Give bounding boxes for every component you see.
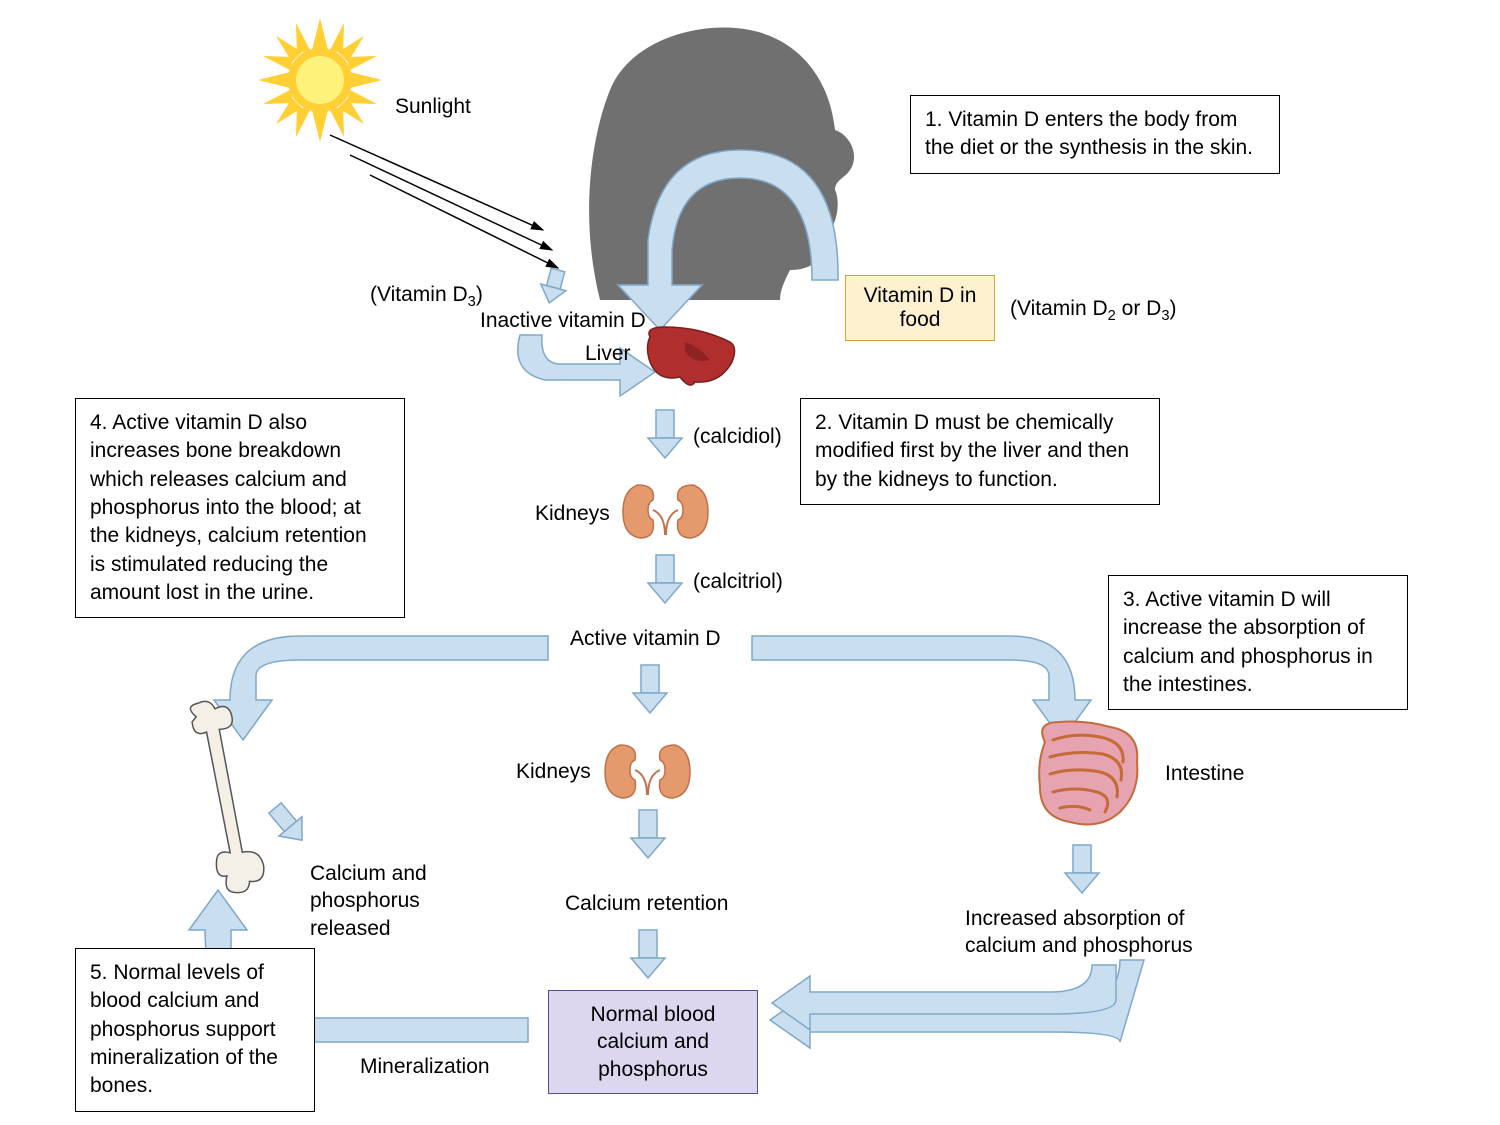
label-intestine: Intestine [1165, 760, 1244, 787]
step-3-text: 3. Active vitamin D willincrease the abs… [1123, 588, 1373, 696]
label-increased-absorption: Increased absorption ofcalcium and phosp… [965, 905, 1193, 960]
liver-icon [640, 322, 740, 392]
label-active: Active vitamin D [570, 625, 721, 652]
label-calcium-retention: Calcium retention [565, 890, 728, 917]
label-ca-p-released: Calcium andphosphorusreleased [310, 860, 427, 942]
label-kidneys-2: Kidneys [516, 758, 591, 785]
intestine-icon [1025, 712, 1150, 837]
result-box: Normal bloodcalcium andphosphorus [548, 990, 758, 1094]
label-liver: Liver [585, 340, 631, 367]
step-4-box: 4. Active vitamin D alsoincreases bone b… [75, 398, 405, 618]
label-calcitriol: (calcitriol) [693, 568, 783, 595]
label-vitamin-d3: (Vitamin D3) [370, 281, 483, 312]
label-calcidiol: (calcidiol) [693, 423, 782, 450]
step-3-box: 3. Active vitamin D willincrease the abs… [1108, 575, 1408, 710]
step-5-box: 5. Normal levels ofblood calcium andphos… [75, 948, 315, 1112]
label-mineralization: Mineralization [360, 1053, 490, 1080]
food-box: Vitamin D infood [845, 275, 995, 341]
kidneys-icon-2 [600, 740, 695, 805]
label-vitamin-food-right: (Vitamin D2 or D3) [1010, 295, 1177, 326]
kidneys-icon [618, 480, 713, 545]
label-kidneys-1: Kidneys [535, 500, 610, 527]
step-2-text: 2. Vitamin D must be chemicallymodified … [815, 411, 1129, 491]
step-5-text: 5. Normal levels ofblood calcium andphos… [90, 961, 278, 1097]
step-1-text: 1. Vitamin D enters the body fromthe die… [925, 108, 1253, 159]
food-text: Vitamin D infood [864, 284, 977, 331]
label-sunlight: Sunlight [395, 93, 471, 120]
result-text: Normal bloodcalcium andphosphorus [591, 1003, 716, 1081]
step-2-box: 2. Vitamin D must be chemicallymodified … [800, 398, 1160, 505]
label-inactive: Inactive vitamin D [480, 307, 646, 334]
step-1-box: 1. Vitamin D enters the body fromthe die… [910, 95, 1280, 174]
bone-icon [178, 695, 268, 900]
step-4-text: 4. Active vitamin D alsoincreases bone b… [90, 411, 367, 604]
